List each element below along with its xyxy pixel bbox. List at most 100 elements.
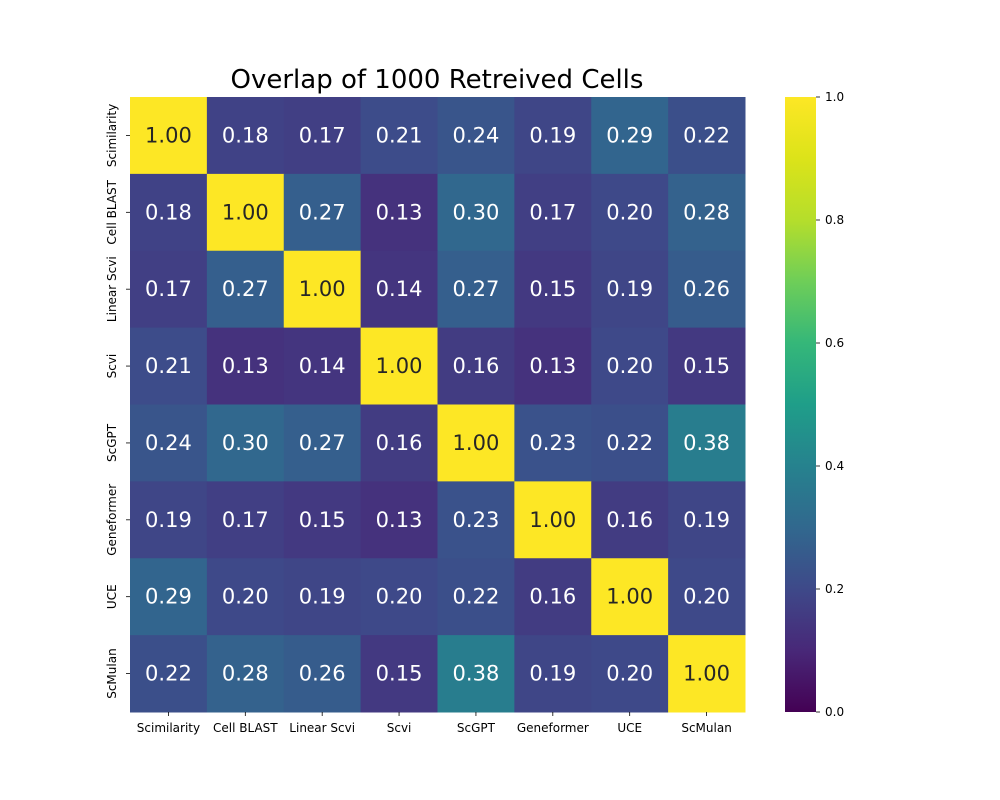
heatmap-cell: [206, 558, 285, 636]
heatmap-cell-label: 0.38: [683, 431, 730, 455]
heatmap-cell-label: 0.13: [222, 354, 269, 378]
heatmap-cell: [437, 635, 515, 713]
heatmap-cell: [130, 558, 208, 636]
heatmap-cell: [360, 327, 438, 405]
heatmap-cell-label: 0.23: [529, 431, 576, 455]
x-tick-label: Linear Scvi: [289, 721, 355, 735]
heatmap-cell: [668, 481, 746, 559]
heatmap-cell: [360, 250, 438, 329]
chart-title: Overlap of 1000 Retreived Cells: [231, 65, 644, 95]
heatmap-cell: [130, 173, 208, 252]
heatmap-cell-label: 0.19: [606, 277, 653, 301]
heatmap-cell-label: 0.20: [606, 354, 653, 378]
y-tick-label: UCE: [105, 584, 119, 609]
heatmap-cell-label: 0.26: [299, 662, 346, 686]
heatmap-cell: [437, 250, 515, 329]
heatmap-cell: [206, 635, 285, 713]
heatmap-cell: [360, 635, 438, 713]
heatmap-cell: [360, 97, 438, 175]
heatmap-cell-label: 0.16: [376, 431, 423, 455]
heatmap-cell: [283, 404, 362, 482]
heatmap-cell: [514, 635, 592, 713]
heatmap-cell: [591, 173, 669, 252]
heatmap-cell: [668, 250, 746, 329]
heatmap-cell-label: 0.29: [606, 123, 653, 147]
y-tick-label: ScMulan: [105, 648, 119, 698]
x-tick-label: Scvi: [387, 721, 412, 735]
heatmap-cell: [668, 327, 746, 405]
heatmap-cell: [437, 558, 515, 636]
y-tick-label: Scvi: [105, 354, 119, 379]
heatmap-cell: [668, 558, 746, 636]
y-axis-ticks: Scimilarity Cell BLAST Linear Scvi Scvi ScGP…: [105, 104, 130, 699]
heatmap-cell-label: 0.19: [529, 123, 576, 147]
heatmap-cell-label: 1.00: [683, 662, 730, 686]
heatmap-cell-label: 0.22: [145, 662, 192, 686]
heatmap-cell: [283, 250, 362, 329]
heatmap-cell-label: 0.22: [606, 431, 653, 455]
heatmap-cell-label: 0.21: [376, 123, 423, 147]
heatmap-cell-label: 0.18: [222, 123, 269, 147]
heatmap-cell: [591, 481, 669, 559]
heatmap-cell-label: 0.15: [529, 277, 576, 301]
heatmap-cell: [514, 250, 592, 329]
heatmap-cell-label: 0.20: [222, 585, 269, 609]
heatmap-cell-label: 0.24: [453, 123, 500, 147]
heatmap-cell: [360, 558, 438, 636]
heatmap-cell: [591, 404, 669, 482]
heatmap-cell: [514, 173, 592, 252]
heatmap-cell-labels: 1.00 0.18 0.17 0.21 0.24 0.19 0.29 0.22 0.18 1.00…: [145, 123, 730, 685]
heatmap-cell-label: 0.19: [683, 508, 730, 532]
x-tick-label: Cell BLAST: [213, 721, 278, 735]
heatmap-cell-label: 0.19: [299, 585, 346, 609]
y-tick-label: Geneformer: [105, 484, 119, 556]
heatmap-cell-label: 0.14: [376, 277, 423, 301]
heatmap-cell-label: 0.17: [222, 508, 269, 532]
heatmap-cell-label: 1.00: [453, 431, 500, 455]
y-tick-label: Scimilarity: [105, 104, 119, 167]
heatmap-cell: [130, 97, 208, 175]
heatmap-cell-label: 0.16: [606, 508, 653, 532]
heatmap-cell-label: 0.16: [453, 354, 500, 378]
heatmap-cell-label: 1.00: [145, 123, 192, 147]
heatmap-cell-label: 1.00: [529, 508, 576, 532]
heatmap-cell-label: 0.27: [453, 277, 500, 301]
heatmap-cell-label: 0.17: [145, 277, 192, 301]
heatmap-cell-label: 0.15: [683, 354, 730, 378]
colorbar-ticks: 0.0 0.2 0.4 0.6 0.8 1.0: [816, 90, 844, 719]
heatmap-cell-label: 1.00: [222, 200, 269, 224]
heatmap-cell: [437, 481, 515, 559]
heatmap-cell: [283, 173, 362, 252]
colorbar-gradient: [785, 97, 816, 712]
heatmap-cell-label: 0.13: [376, 508, 423, 532]
heatmap-cell-label: 0.22: [683, 123, 730, 147]
heatmap-cell: [206, 481, 285, 559]
heatmap-cell: [130, 250, 208, 329]
colorbar-tick-label: 0.4: [825, 459, 844, 473]
colorbar: [785, 97, 816, 712]
heatmap-cell: [206, 97, 285, 175]
heatmap-cell-label: 0.20: [606, 200, 653, 224]
heatmap-cell: [514, 558, 592, 636]
heatmap-cell-label: 1.00: [376, 354, 423, 378]
heatmap-cell-label: 0.27: [222, 277, 269, 301]
heatmap-cell: [514, 97, 592, 175]
heatmap-cell-label: 0.17: [299, 123, 346, 147]
heatmap-cell: [283, 558, 362, 636]
colorbar-tick-label: 0.6: [825, 336, 844, 350]
heatmap-cell-label: 0.38: [453, 662, 500, 686]
heatmap-cell-label: 0.26: [683, 277, 730, 301]
heatmap-cell-label: 0.13: [529, 354, 576, 378]
heatmap-cell-label: 0.27: [299, 200, 346, 224]
heatmap-cell-label: 0.13: [376, 200, 423, 224]
heatmap-cell: [360, 481, 438, 559]
heatmap-cell-label: 0.15: [299, 508, 346, 532]
x-tick-label: Scimilarity: [137, 721, 200, 735]
heatmap-cell-label: 0.18: [145, 200, 192, 224]
colorbar-tick-label: 0.8: [825, 213, 844, 227]
heatmap-cell-label: 0.16: [529, 585, 576, 609]
heatmap-cell: [668, 97, 746, 175]
heatmap-cell-label: 0.24: [145, 431, 192, 455]
y-tick-label: ScGPT: [105, 423, 119, 462]
heatmap-cell-label: 0.20: [376, 585, 423, 609]
